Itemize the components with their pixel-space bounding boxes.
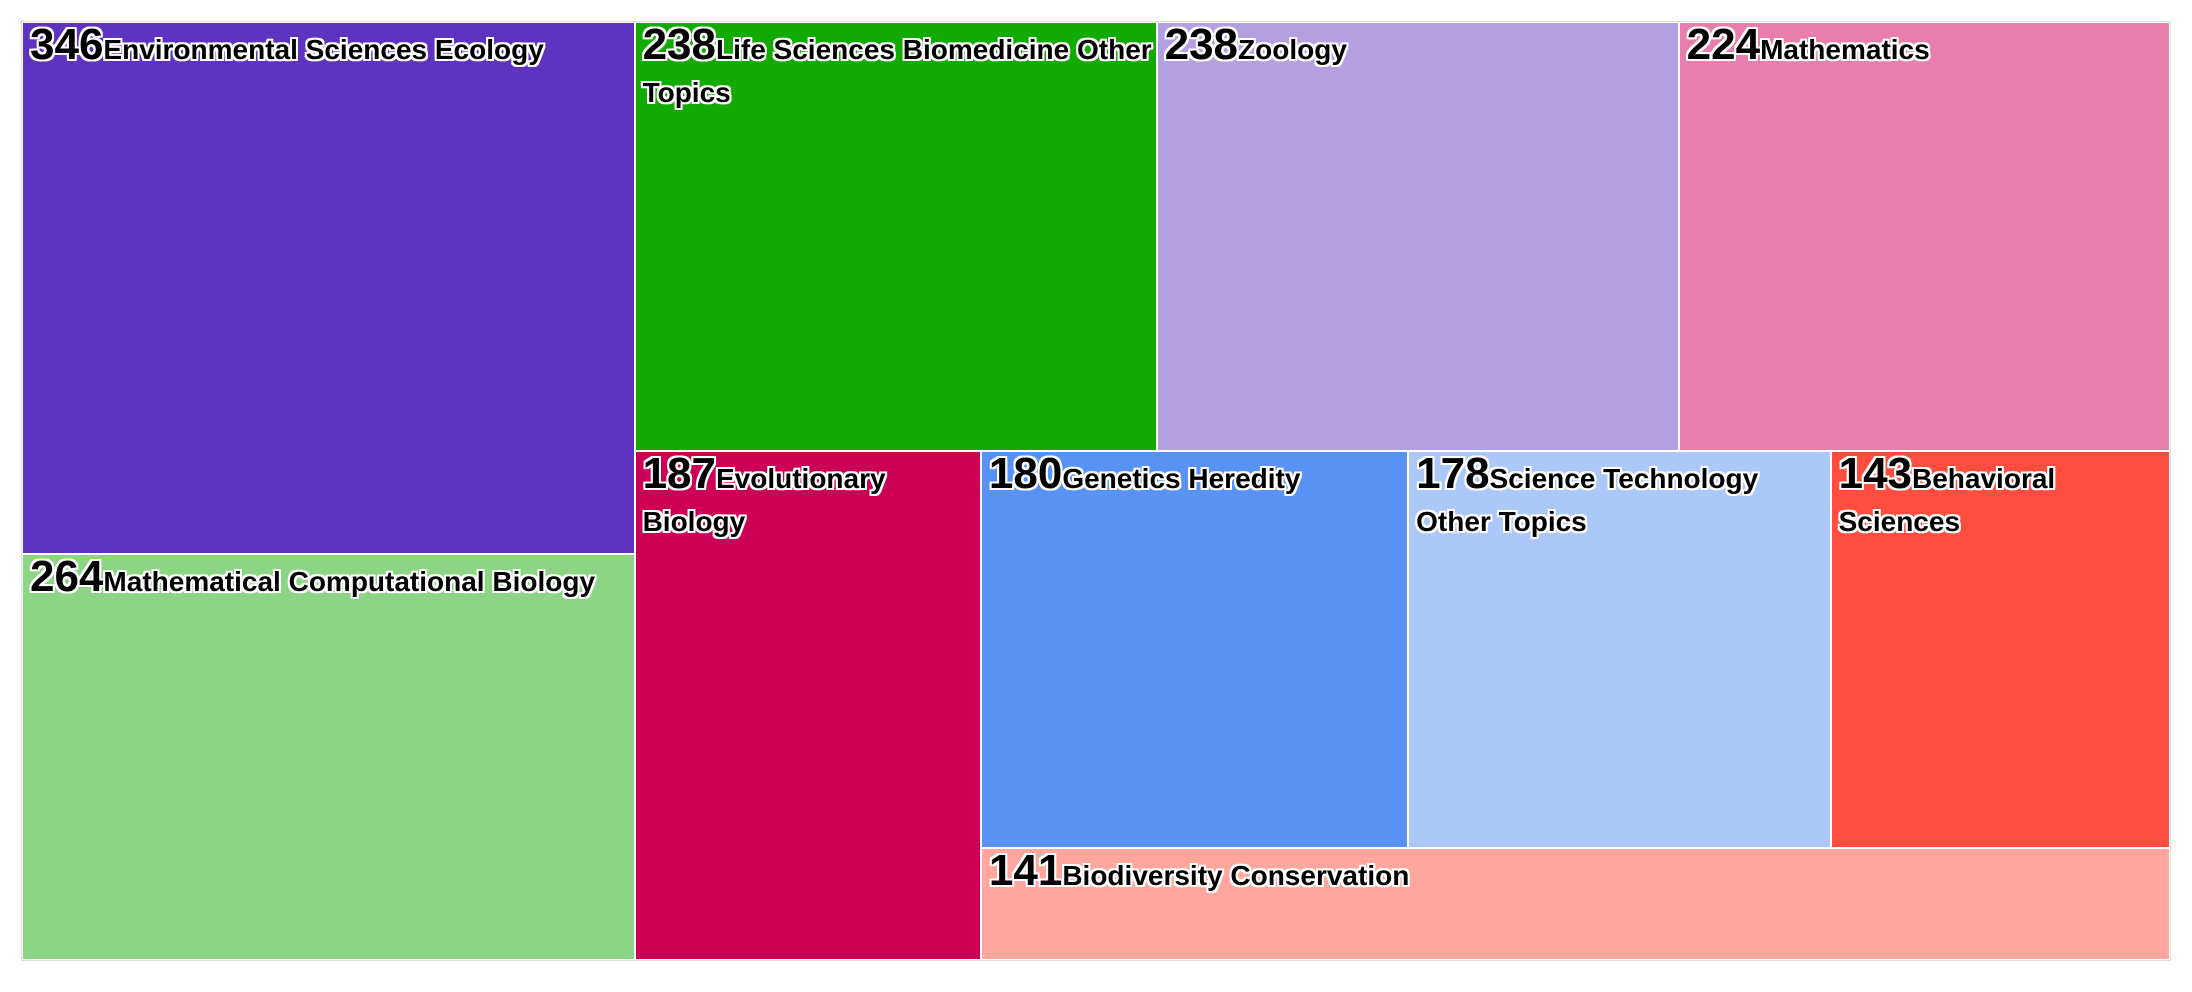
cell-value: 180: [988, 449, 1063, 499]
treemap-cell: [980, 848, 2170, 960]
cell-value: 224: [1686, 21, 1761, 69]
cell-label: 238Zoology: [1165, 23, 1347, 74]
treemap: 346Environmental Sciences Ecology 264Math…: [21, 21, 2171, 961]
cell-value: 264: [30, 552, 104, 602]
cell-value: 238: [642, 21, 716, 69]
cell-label: 180Genetics Heredity: [989, 452, 1301, 503]
treemap-cell: [22, 22, 635, 555]
cell-label: 224Mathematics: [1687, 23, 1930, 74]
cell-value: 141: [988, 846, 1063, 896]
cell-name: Behavioral Sciences: [1838, 463, 2056, 538]
treemap-cell: [1408, 451, 1831, 849]
cell-name: Evolutionary Biology: [642, 463, 886, 538]
cell-name: Mathematical Computational Biology: [103, 566, 596, 598]
cell-value: 187: [642, 449, 716, 499]
treemap-cell: [980, 451, 1409, 849]
cell-label: 264Mathematical Computational Biology: [30, 555, 596, 606]
cell-name: Life Sciences Biomedicine Other Topics: [642, 34, 1152, 108]
cell-label: 143Behavioral Sciences: [1838, 452, 2166, 546]
cell-name: Genetics Heredity: [1062, 463, 1301, 495]
cell-name: Science Technology Other Topics: [1416, 463, 1759, 538]
cell-label: 238Life Sciences Biomedicine Other Topic…: [642, 23, 1153, 117]
treemap-cell: [1678, 22, 2170, 452]
cell-name: Biodiversity Conservation: [1062, 860, 1410, 892]
treemap-cell: [1830, 451, 2170, 849]
cell-label: 187Evolutionary Biology: [642, 452, 977, 546]
cell-value: 143: [1838, 449, 1913, 499]
cell-value: 238: [1164, 21, 1239, 69]
treemap-cell: [634, 451, 981, 960]
treemap-cell: [634, 22, 1157, 452]
cell-value: 178: [1416, 449, 1490, 499]
cell-name: Environmental Sciences Ecology: [103, 34, 544, 65]
treemap-cell: [1156, 22, 1679, 452]
cell-label: 346Environmental Sciences Ecology: [30, 23, 544, 74]
treemap-cell: [22, 554, 635, 960]
cell-name: Zoology: [1238, 34, 1347, 65]
cell-label: 141Biodiversity Conservation: [989, 849, 1410, 900]
cell-value: 346: [30, 21, 104, 69]
cell-name: Mathematics: [1760, 34, 1930, 65]
cell-label: 178Science Technology Other Topics: [1416, 452, 1826, 546]
